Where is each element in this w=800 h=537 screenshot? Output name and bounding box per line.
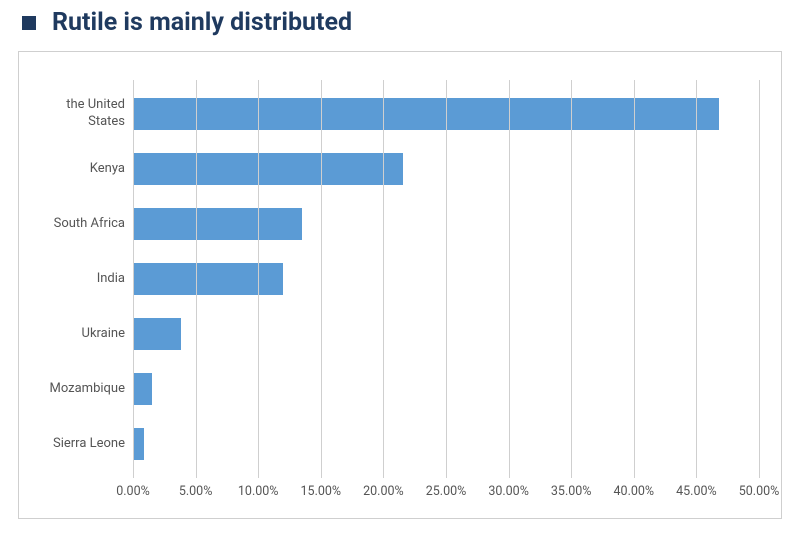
chart-gridline [759,80,760,478]
chart-bar-label: Ukraine [33,326,133,342]
chart-gridline [196,80,197,478]
title-row: Rutile is mainly distributed [18,8,782,37]
chart-bar [133,318,181,350]
chart-plot-area: the United StatesKenyaSouth AfricaIndiaU… [133,80,759,478]
chart-gridline [571,80,572,478]
chart-bar [133,153,403,185]
page-title: Rutile is mainly distributed [52,8,352,37]
chart-container: the United States Kenya South Africa India U… [18,51,782,519]
chart-gridline [258,80,259,478]
chart-x-tick: 45.00% [676,484,717,499]
chart-gridline [321,80,322,478]
chart-bar [133,208,302,240]
chart-gridline [133,80,134,478]
chart-bar-label: the United States [33,97,133,130]
title-bullet-icon [22,16,36,30]
chart-bar-label: India [33,271,133,287]
chart-x-tick: 15.00% [301,484,342,499]
chart-bar [133,428,144,460]
chart-x-tick: 30.00% [488,484,529,499]
chart-x-tick: 40.00% [614,484,655,499]
chart-bar-label: Mozambique [33,381,133,397]
chart-x-tick: 0.00% [116,484,150,499]
chart-x-tick: 10.00% [238,484,279,499]
chart-bar-label: South Africa [33,216,133,232]
chart-bar [133,263,283,295]
chart-bar [133,98,719,130]
chart-bar-label: Kenya [33,161,133,177]
chart-x-tick: 25.00% [426,484,467,499]
chart-gridline [446,80,447,478]
chart-x-tick: 50.00% [739,484,780,499]
chart-x-tick: 5.00% [179,484,213,499]
chart-gridline [696,80,697,478]
chart-bar [133,373,152,405]
chart-gridline [634,80,635,478]
chart-x-tick: 35.00% [551,484,592,499]
chart-gridline [383,80,384,478]
chart-x-tick: 20.00% [363,484,404,499]
chart-gridline [509,80,510,478]
chart-bar-label: Sierra Leone [33,436,133,452]
page: Rutile is mainly distributed the United … [0,0,800,537]
chart-x-axis: 0.00%5.00%10.00%15.00%20.00%25.00%30.00%… [133,478,759,504]
